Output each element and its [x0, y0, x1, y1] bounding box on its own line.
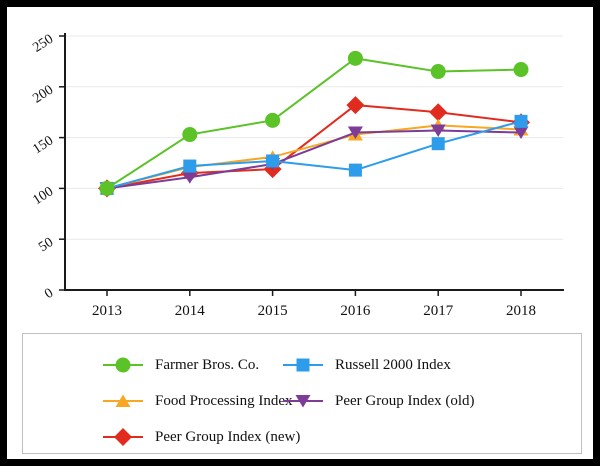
legend-row: Food Processing Index Peer Group Index (…	[103, 383, 581, 419]
svg-text:200: 200	[30, 83, 56, 107]
triangle-down-marker-icon	[283, 395, 323, 408]
svg-text:2017: 2017	[423, 303, 454, 319]
legend-item-food-processing: Food Processing Index	[103, 392, 293, 410]
legend: Farmer Bros. Co. Russell 2000 Index Food…	[22, 333, 582, 454]
legend-item-peer-group-new: Peer Group Index (new)	[103, 428, 300, 446]
svg-text:100: 100	[30, 184, 56, 208]
legend-item-farmer-bros: Farmer Bros. Co.	[103, 356, 283, 374]
svg-text:150: 150	[30, 133, 56, 157]
legend-row: Peer Group Index (new)	[103, 419, 581, 455]
svg-text:2014: 2014	[175, 303, 206, 319]
legend-item-russell-2000: Russell 2000 Index	[283, 356, 451, 374]
svg-text:2015: 2015	[258, 303, 288, 319]
svg-text:0: 0	[42, 286, 56, 302]
svg-text:250: 250	[30, 32, 56, 56]
legend-label: Peer Group Index (new)	[155, 428, 301, 445]
legend-item-peer-group-old: Peer Group Index (old)	[283, 392, 475, 410]
legend-label: Russell 2000 Index	[335, 356, 451, 373]
svg-text:2013: 2013	[92, 303, 122, 319]
square-marker-icon	[283, 358, 323, 372]
legend-row: Farmer Bros. Co. Russell 2000 Index	[103, 347, 581, 383]
legend-label: Farmer Bros. Co.	[155, 356, 260, 373]
svg-text:2016: 2016	[340, 303, 371, 319]
legend-label: Peer Group Index (old)	[335, 392, 475, 409]
svg-text:2018: 2018	[506, 303, 536, 319]
triangle-up-marker-icon	[103, 394, 143, 407]
circle-marker-icon	[103, 357, 143, 373]
legend-label: Food Processing Index	[155, 392, 293, 409]
diamond-marker-icon	[103, 428, 143, 446]
svg-text:50: 50	[36, 235, 56, 255]
performance-line-chart: 0 50 100 150 200 250 2013 2014 2015 2016 2017 2018	[30, 32, 564, 319]
